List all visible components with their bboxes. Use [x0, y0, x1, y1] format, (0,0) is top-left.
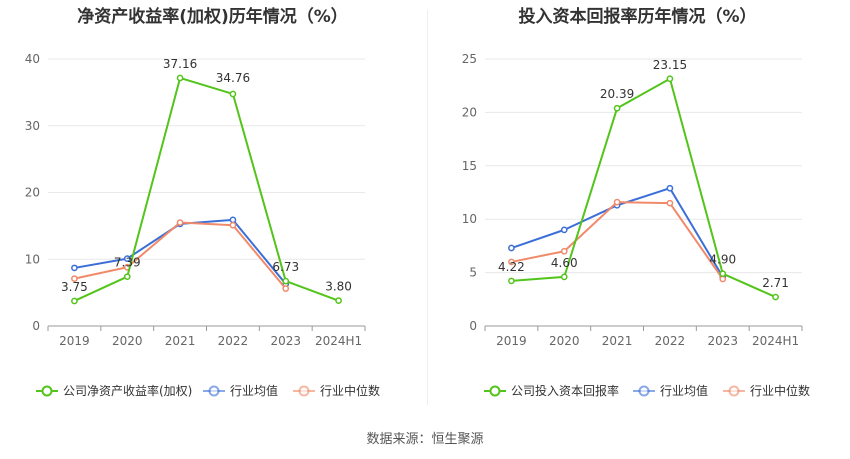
data-point [666, 199, 674, 207]
data-point [335, 297, 342, 304]
legend-marker [298, 385, 310, 397]
legend-label: 公司投入资本回报率 [511, 383, 619, 398]
data-label: 3.75 [61, 280, 88, 294]
y-tick-label: 0 [469, 319, 477, 333]
data-label: 23.15 [653, 58, 687, 72]
y-tick-label: 20 [25, 186, 40, 200]
legend-marker [208, 385, 220, 397]
data-label: 4.60 [551, 256, 578, 270]
legend-label: 公司净资产收益率(加权) [63, 383, 192, 398]
data-point [229, 221, 237, 229]
x-tick-label: 2023 [707, 334, 738, 348]
series-line [511, 77, 776, 298]
data-point [508, 277, 515, 285]
x-tick-label: 2021 [602, 334, 633, 348]
data-point [176, 74, 184, 82]
legend-marker [41, 385, 53, 397]
roe-chart-title: 净资产收益率(加权)历年情况（%） [77, 7, 348, 27]
data-point [508, 244, 515, 252]
y-tick-label: 10 [25, 252, 40, 266]
data-point [229, 90, 237, 98]
data-label: 2.71 [762, 276, 789, 290]
data-point [613, 104, 621, 112]
legend-label: 行业均值 [660, 383, 708, 398]
data-point [719, 275, 727, 283]
roic-chart: 0 5 10 15 20 25 2019 2020 2021 2022 2023 2024H1 4.22… [462, 52, 810, 398]
data-label: 7.39 [114, 256, 141, 270]
legend-marker [489, 385, 501, 397]
roe-chart: 0 10 20 30 40 2019 2020 2021 2022 2023 2024H1 3.75 7… [25, 52, 380, 398]
data-point [229, 216, 237, 224]
data-label: 37.16 [163, 57, 197, 71]
x-tick-label: 2022 [218, 334, 249, 348]
roic-chart-title: 投入资本回报率历年情况（%） [518, 7, 757, 27]
data-point [560, 247, 568, 255]
data-point [560, 273, 568, 281]
series-line [511, 201, 724, 280]
series-line [73, 76, 339, 302]
x-tick-label: 2023 [270, 334, 301, 348]
data-point [772, 293, 779, 301]
data-point [666, 75, 674, 83]
data-label: 34.76 [216, 71, 250, 85]
panel-divider [427, 10, 428, 405]
x-tick-label: 2024H1 [315, 334, 362, 348]
series-line [74, 221, 287, 290]
y-tick-label: 15 [462, 159, 477, 173]
data-point [719, 270, 727, 278]
legend-marker [638, 385, 650, 397]
x-tick-label: 2020 [549, 334, 580, 348]
legend-label: 行业中位数 [320, 383, 380, 398]
legend-marker [728, 385, 740, 397]
data-label: 4.90 [709, 253, 736, 267]
x-tick-label: 2021 [165, 334, 196, 348]
data-point [282, 277, 290, 285]
y-tick-label: 20 [462, 105, 477, 119]
data-point [123, 273, 131, 281]
y-tick-label: 30 [25, 119, 40, 133]
data-point [666, 184, 674, 192]
data-point [71, 264, 78, 272]
x-tick-label: 2022 [655, 334, 686, 348]
x-tick-label: 2019 [59, 334, 90, 348]
data-point [508, 258, 515, 266]
data-point [123, 255, 131, 262]
y-tick-label: 0 [32, 319, 40, 333]
data-source-note: 数据来源：恒生聚源 [366, 432, 484, 447]
roe-chart-panel: 净资产收益率(加权)历年情况（%） 0 10 20 30 40 2019 2020 2021 2… [0, 0, 425, 420]
legend-label: 行业中位数 [750, 383, 810, 398]
data-label: 4.22 [498, 260, 525, 274]
data-point [560, 226, 568, 234]
y-tick-label: 5 [469, 266, 477, 280]
y-tick-label: 40 [25, 52, 40, 66]
x-tick-label: 2024H1 [752, 334, 799, 348]
y-tick-label: 10 [462, 212, 477, 226]
data-point [613, 198, 621, 206]
data-label: 6.73 [272, 260, 299, 274]
x-tick-label: 2020 [112, 334, 143, 348]
data-point [71, 275, 78, 282]
data-point [71, 297, 78, 305]
y-tick-label: 25 [462, 52, 477, 66]
data-label: 20.39 [600, 87, 634, 101]
data-point [176, 219, 184, 226]
x-tick-label: 2019 [496, 334, 527, 348]
data-label: 3.80 [325, 280, 352, 294]
legend-label: 行业均值 [230, 383, 278, 398]
roic-chart-panel: 投入资本回报率历年情况（%） 0 5 10 15 20 25 2019 2020 2021 202… [425, 0, 850, 420]
data-point [282, 285, 290, 292]
